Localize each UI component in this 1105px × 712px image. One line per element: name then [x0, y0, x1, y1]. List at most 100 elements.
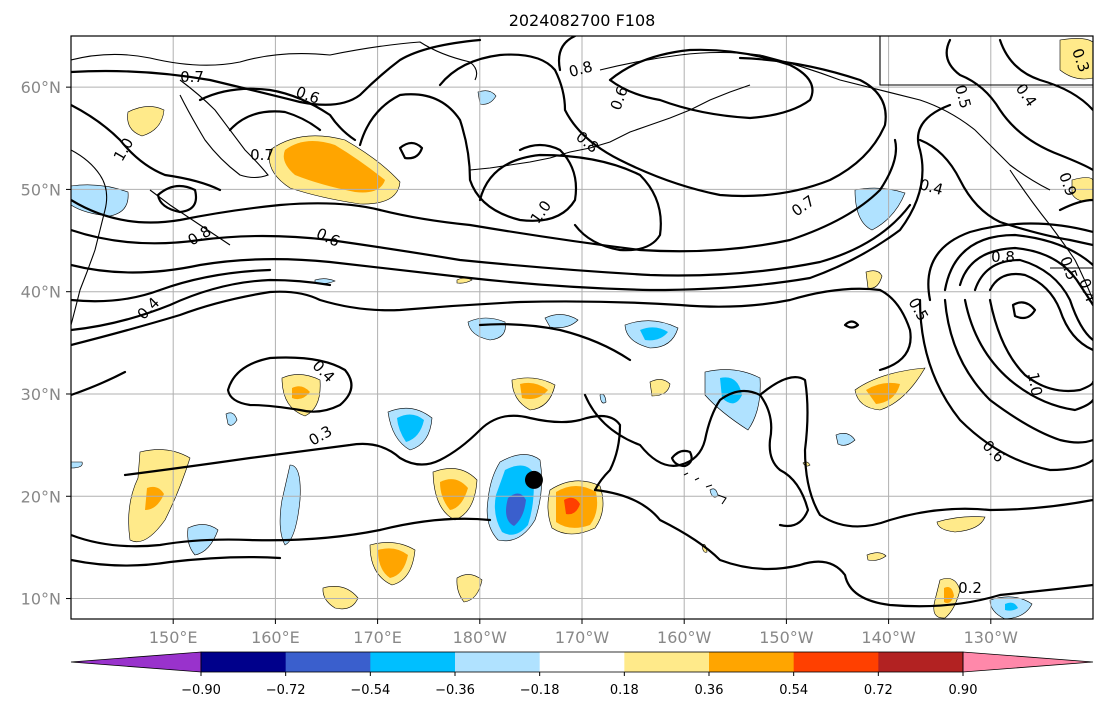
contour-line: [945, 38, 1093, 172]
latitude-axis: 60°N 50°N 40°N 30°N 20°N 10°N: [21, 78, 71, 609]
colorbar-segment: [793, 652, 879, 672]
warm-anomaly-west-streak-core: [145, 486, 164, 510]
longitude-tick-label: 130°W: [964, 628, 1019, 647]
contour-line: [71, 38, 482, 106]
cool-anomaly-mid-3-core: [640, 327, 668, 341]
colorbar-segment: [370, 652, 456, 672]
coastline-siberia: [71, 41, 478, 81]
colorbar: −0.90 −0.72 −0.54 −0.36 −0.18 0.18 0.36 0.54 0.7…: [70, 651, 1094, 698]
warm-anomaly-se-2: [866, 552, 887, 561]
contour-line: [71, 103, 952, 292]
cool-anomaly-w-1-core: [397, 414, 424, 442]
contour-line: [973, 258, 1093, 342]
coastline-kurils: [149, 189, 231, 246]
contour-line: [438, 53, 887, 198]
coastline-north-america: [1009, 169, 1093, 301]
contour-line: [478, 153, 662, 252]
contour-line: [71, 138, 898, 253]
border-canada: [879, 36, 1093, 86]
contour-line: [557, 36, 577, 72]
longitude-tick-label: 150°W: [759, 628, 814, 647]
warm-anomaly-dateline-1-core: [292, 386, 310, 400]
cool-anomaly-e-3: [835, 433, 856, 446]
latitude-tick-label: 40°N: [21, 283, 61, 302]
cool-anomaly-small-n: [477, 90, 497, 105]
contour-line: [988, 272, 1093, 352]
colorbar-tick-label: 0.54: [779, 683, 808, 698]
contour-line: [583, 389, 810, 528]
coastline-japan: [71, 149, 108, 326]
longitude-tick-label: 170°W: [555, 628, 610, 647]
contour-high-east: [1011, 301, 1037, 320]
filled-anomaly-layer: [71, 38, 1093, 619]
contour-line: [943, 298, 1093, 444]
contour-low-kamchatka: [156, 184, 198, 214]
contour-line: [593, 488, 1093, 608]
contour-small-e: [843, 320, 860, 329]
contour-low-aleutian: [398, 141, 424, 160]
colorbar-extend-low: [70, 651, 202, 673]
warm-anomaly-mid-4-core: [520, 382, 548, 399]
contour-line: [988, 298, 1093, 393]
colorbar-segment: [285, 652, 371, 672]
colorbar-segment: [878, 652, 964, 672]
warm-anomaly-sw-1-core: [440, 479, 468, 510]
graticule: [71, 36, 1093, 619]
contour-line: [71, 203, 912, 277]
contour-line: [228, 110, 322, 132]
latitude-tick-label: 10°N: [21, 590, 61, 609]
contour-line: [608, 48, 814, 120]
colorbar-segment: [201, 652, 287, 672]
contour-line: [123, 414, 622, 492]
contour-label: 0.7: [250, 146, 274, 164]
contour-label: 0.8: [567, 57, 595, 81]
contour-label: 0.4: [917, 175, 945, 199]
warm-anomaly-nw: [127, 106, 165, 137]
cool-anomaly-streak-w: [279, 464, 301, 546]
warm-anomaly-se-1: [936, 516, 986, 533]
warm-anomaly-sw-2-core: [378, 548, 408, 578]
contour-line: [943, 233, 1093, 292]
warm-anomaly-se-3-core: [944, 587, 954, 604]
contour-line: [478, 323, 632, 362]
coastline-alaska: [599, 51, 1051, 191]
contour-line: [918, 298, 1093, 472]
warm-anomaly-ne-corner: [1059, 38, 1093, 80]
colorbar-segment: [624, 652, 710, 672]
cool-anomaly-mid-2: [544, 314, 579, 328]
coastlines: [71, 36, 1093, 505]
colorbar-tick-label: −0.18: [520, 683, 560, 698]
warm-anomaly-small: [456, 277, 473, 284]
contour-line: [918, 138, 1093, 247]
colorbar-tick-label: −0.54: [350, 683, 390, 698]
latitude-tick-label: 60°N: [21, 78, 61, 97]
contour-line: [927, 222, 1093, 302]
contour-line: [71, 556, 282, 567]
colorbar-tick-label: 0.18: [610, 683, 639, 698]
longitude-tick-label: 160°W: [657, 628, 712, 647]
line-contours: [71, 36, 1093, 608]
contour-label: 0.5: [951, 83, 975, 111]
chart-title: 2024082700 F108: [509, 11, 656, 30]
colorbar-frame: [200, 651, 964, 673]
warm-anomaly-kamchatka-core: [283, 141, 385, 193]
colorbar-tick-label: 0.72: [864, 683, 893, 698]
warm-anomaly-sw-3: [456, 574, 483, 603]
storm-position-marker: [524, 470, 543, 489]
coastline-kamchatka: [179, 79, 269, 179]
colorbar-tick-label: −0.36: [435, 683, 475, 698]
coastline-hawaii: [683, 472, 727, 505]
longitude-tick-label: 180°W: [453, 628, 508, 647]
warm-anomaly-mid-5: [649, 379, 671, 397]
longitude-tick-label: 160°E: [251, 628, 300, 647]
contour-line: [71, 103, 222, 192]
colorbar-tick-label: −0.72: [266, 683, 306, 698]
colorbar-tick-label: 0.90: [949, 683, 978, 698]
warm-anomaly-e-1-core: [866, 382, 900, 404]
contour-label: 0.8: [991, 248, 1015, 266]
contour-line: [758, 376, 1093, 528]
colorbar-tick-label: −0.90: [181, 683, 221, 698]
latitude-tick-label: 20°N: [21, 487, 61, 506]
longitude-tick-label: 140°W: [861, 628, 916, 647]
